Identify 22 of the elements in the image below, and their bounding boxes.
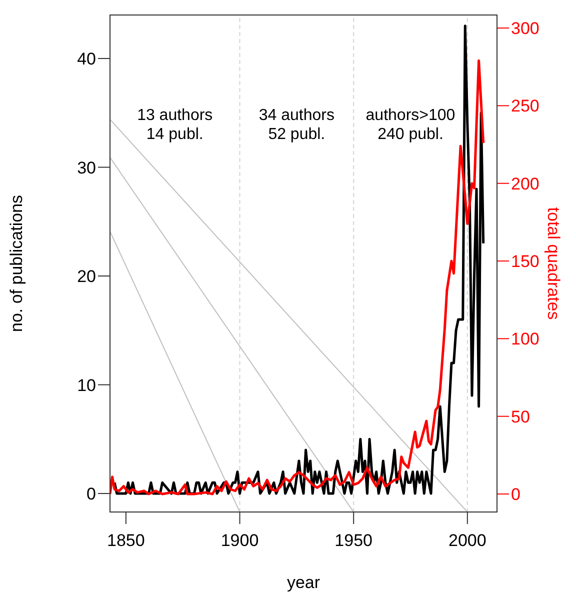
y2-tick-label: 0 [511, 485, 520, 504]
y-tick-label: 40 [77, 50, 96, 69]
x-tick-label: 2000 [448, 531, 486, 550]
annotation: authors>100 240 publ. [366, 107, 456, 143]
y2-axis-title: total quadrates [544, 207, 563, 320]
y2-tick-label: 100 [511, 330, 540, 349]
annotation: 34 authors 52 publ. [258, 107, 334, 143]
annotation: 13 authors 14 publ. [137, 107, 213, 143]
y-tick-label: 30 [77, 158, 96, 178]
y-tick-label: 0 [86, 484, 96, 504]
x-tick-label: 1850 [107, 531, 145, 550]
y-axis-title: no. of publications [7, 194, 26, 332]
x-tick-label: 1950 [334, 531, 372, 550]
y2-tick-label: 50 [511, 407, 530, 426]
x-tick-label: 1900 [220, 531, 259, 550]
y2-tick-label: 250 [511, 96, 540, 116]
y2-tick-label: 300 [511, 19, 540, 38]
y2-tick-label: 150 [511, 252, 540, 272]
y-tick-label: 10 [77, 376, 96, 395]
y-tick-label: 20 [77, 267, 96, 286]
x-axis-title: year [286, 573, 320, 592]
y2-tick-label: 200 [511, 174, 540, 194]
